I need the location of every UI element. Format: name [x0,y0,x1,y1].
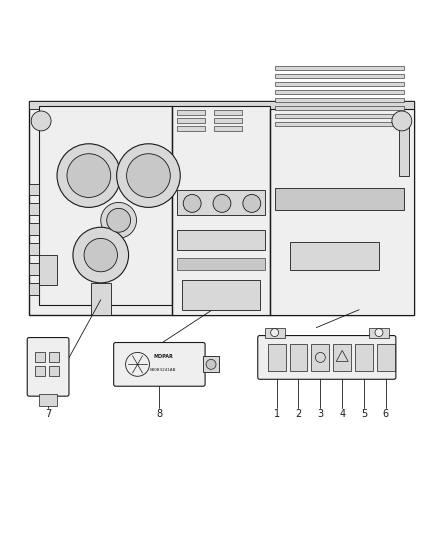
Bar [275,82,404,86]
Circle shape [243,195,261,212]
Circle shape [127,154,170,197]
Text: 4: 4 [339,409,345,419]
Text: 68083241AB: 68083241AB [150,368,177,373]
Bar [182,280,260,310]
Bar [39,394,57,406]
Circle shape [107,208,131,232]
Circle shape [206,359,216,369]
Circle shape [57,144,120,207]
Bar [177,258,265,270]
Bar [214,126,242,131]
Bar [290,343,307,372]
Bar [29,204,39,215]
Bar [275,189,404,211]
Bar [29,101,414,109]
Text: 7: 7 [45,409,51,419]
Bar [214,118,242,123]
Circle shape [101,203,137,238]
Bar [275,90,404,94]
FancyBboxPatch shape [27,337,69,396]
Circle shape [67,154,111,197]
Bar [265,328,285,337]
Text: 2: 2 [295,409,302,419]
Circle shape [183,195,201,212]
Bar [29,101,414,314]
Bar [369,328,389,337]
Bar [377,343,395,372]
Text: 5: 5 [361,409,367,419]
Bar [39,106,172,305]
Bar [177,126,205,131]
Bar [290,242,379,270]
Bar [177,190,265,215]
Bar [275,114,404,118]
Bar [275,98,404,102]
Bar [177,110,205,115]
Bar [35,366,45,376]
Text: 3: 3 [317,409,323,419]
Bar [203,357,219,373]
Bar [29,243,39,255]
Bar [214,110,242,115]
Circle shape [375,329,383,336]
Bar [333,343,351,372]
Circle shape [392,111,412,131]
Bar [29,183,39,196]
Bar [270,109,414,314]
Bar [39,255,57,285]
Text: 6: 6 [383,409,389,419]
Bar [29,223,39,235]
Bar [49,352,59,362]
Bar [275,66,404,70]
Bar [268,343,286,372]
Bar [29,263,39,275]
Bar [29,283,39,295]
Bar [177,118,205,123]
Bar [399,116,409,175]
Text: MOPAR: MOPAR [153,354,173,359]
Bar [91,283,111,314]
Bar [35,352,45,362]
Circle shape [73,227,129,283]
FancyBboxPatch shape [258,336,396,379]
Circle shape [31,111,51,131]
FancyBboxPatch shape [114,343,205,386]
Circle shape [117,144,180,207]
Bar [355,343,373,372]
Bar [49,366,59,376]
Bar [275,74,404,78]
Bar [172,106,270,314]
Circle shape [84,238,117,272]
Bar [311,343,329,372]
Circle shape [271,329,279,336]
Bar [177,230,265,250]
Bar [275,122,404,126]
Text: 1: 1 [274,409,280,419]
Circle shape [213,195,231,212]
Text: 8: 8 [156,409,162,419]
Bar [275,106,404,110]
